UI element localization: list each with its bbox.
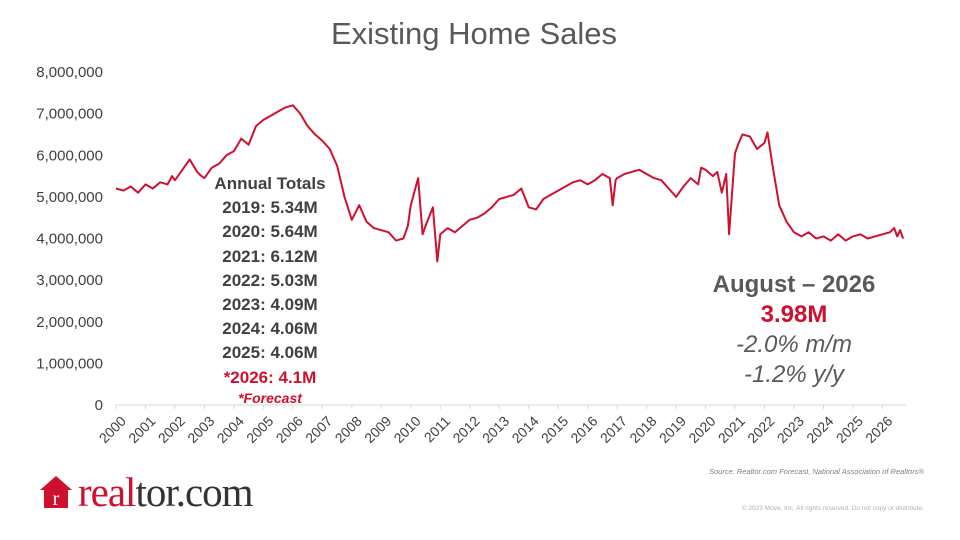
x-tick-label: 2002 [155,413,188,446]
x-tick-label: 2014 [508,413,541,446]
x-axis: 2000200120022003200420052006200720082009… [96,404,906,446]
x-tick-label: 2007 [302,413,335,446]
x-tick-label: 2024 [803,413,836,446]
logo-wordmark: realtor.com [78,469,254,515]
x-tick-label: 2012 [449,413,482,446]
x-tick-label: 2008 [332,413,365,446]
y-tick-label: 0 [95,397,103,414]
x-tick-label: 2025 [833,413,866,446]
y-tick-label: 8,000,000 [36,64,103,81]
chart-title: Existing Home Sales [330,16,617,51]
x-tick-label: 2003 [184,413,217,446]
x-tick-label: 2026 [862,413,895,446]
y-tick-label: 3,000,000 [36,272,103,289]
y-tick-label: 2,000,000 [36,314,103,331]
annual-total-2021: 2021: 6.12M [222,246,318,266]
forecast-note: *Forecast [238,389,302,406]
x-tick-label: 2016 [567,413,600,446]
annual-total-2025: 2025: 4.06M [222,343,318,363]
x-tick-label: 2020 [685,413,718,446]
callout-mom: -2.0% m/m [735,331,852,358]
annual-total-2023: 2023: 4.09M [222,295,318,315]
x-tick-label: 2019 [656,413,689,446]
realtor-logo: r realtor.com [38,469,254,515]
annual-totals-heading: Annual Totals [214,174,326,193]
x-tick-label: 2021 [715,413,748,446]
y-axis: 8,000,000 7,000,000 6,000,000 5,000,000 4,00… [36,64,103,414]
x-tick-label: 2022 [744,413,777,446]
x-tick-label: 2009 [361,413,394,446]
y-tick-label: 1,000,000 [36,355,103,372]
copyright-note: © 2023 Move, Inc. All rights reserved. D… [741,505,924,512]
x-tick-label: 2018 [626,413,659,446]
x-tick-label: 2017 [597,413,630,446]
x-tick-label: 2005 [243,413,276,446]
x-tick-label: 2015 [538,413,571,446]
y-tick-label: 5,000,000 [36,189,103,206]
annual-total-2019: 2019: 5.34M [222,198,318,218]
svg-text:r: r [53,488,60,510]
series-line-existing-home-sales [115,104,905,263]
y-tick-label: 6,000,000 [36,147,103,164]
callout-value: 3.98M [760,301,828,328]
logo-wordmark-part1: real [78,469,136,515]
x-tick-label: 2004 [214,413,247,446]
realtor-r-house-icon: r [38,474,74,510]
y-tick-label: 7,000,000 [36,106,103,123]
annual-total-2026-forecast: *2026: 4.1M [223,367,317,387]
x-tick-label: 2023 [774,413,807,446]
series-layer [115,104,905,263]
latest-month-callout: August – 2026 3.98M -2.0% m/m -1.2% y/y [680,270,908,390]
y-tick-label: 4,000,000 [36,231,103,248]
callout-yoy: -1.2% y/y [743,361,845,388]
callout-period: August – 2026 [712,271,876,298]
x-tick-label: 2006 [273,413,306,446]
x-tick-label: 2010 [390,413,423,446]
source-note: Source: Realtor.com Forecast, National A… [708,467,924,476]
x-tick-label: 2011 [421,413,454,446]
annual-totals-box: Annual Totals 2019: 5.34M 2020: 5.64M 20… [196,172,344,406]
x-tick-label: 2001 [125,413,158,446]
logo-wordmark-part2: tor.com [135,469,253,515]
annual-total-2022: 2022: 5.03M [222,270,318,290]
x-tick-label: 2000 [96,413,129,446]
x-tick-label: 2013 [479,413,512,446]
annual-total-2024: 2024: 4.06M [222,319,318,339]
annual-total-2020: 2020: 5.64M [222,222,318,242]
